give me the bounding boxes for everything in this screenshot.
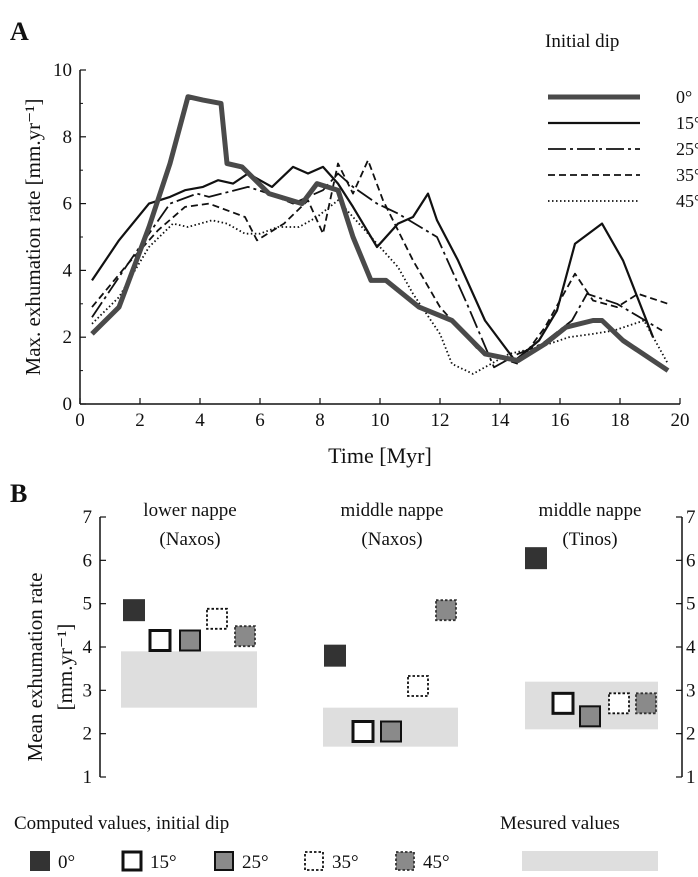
panel-a-series-line (91, 199, 669, 375)
panel-a: A 0 2 4 6 8 10 12 14 16 18 20 0 2 4 6 8 10 Time [Myr] Ma… (10, 17, 698, 468)
panel-a-legend-entry: 15° (676, 113, 698, 133)
panel-a-series-line (91, 172, 663, 369)
panel-b-group: lower nappe (Naxos) (121, 500, 257, 708)
panel-b-legend-items: 0° 15° 25° 35° 45° (30, 850, 658, 873)
panel-b-marker-35 (608, 692, 630, 715)
panel-b-legend: Computed values, initial dip Mesured val… (14, 813, 658, 873)
panel-a-legend-items: 0° 15° 25° 35° 45° (548, 87, 698, 211)
panel-a-y-axis-label: Max. exhumation rate [mm.yr⁻¹] (21, 99, 45, 376)
panel-b-marker-15 (551, 691, 575, 715)
panel-a-x-axis-label: Time [Myr] (328, 443, 432, 468)
panel-b-legend-entry: 35° (332, 852, 359, 873)
panel-b-group-title: middle nappe (341, 500, 444, 521)
panel-b-measured-label: Mesured values (500, 813, 620, 834)
panel-b-right-tick-label: 1 (686, 767, 696, 788)
panel-b-left-tick-label: 3 (83, 680, 93, 701)
panel-b-right-tick-label: 6 (686, 550, 696, 571)
panel-a-y-tick-label: 4 (63, 260, 73, 281)
panel-b-group-subtitle: (Naxos) (361, 529, 422, 550)
panel-b-groups: lower nappe(Naxos)middle nappe(Naxos)mid… (121, 500, 658, 747)
panel-b-group-title: lower nappe (143, 500, 236, 521)
panel-b-left-tick-label: 4 (83, 637, 93, 658)
panel-b: B Mean exhumation rate [mm.yr⁻¹] 1 1 2 2 3 3 4… (10, 479, 696, 873)
panel-b-y-axis-label-line2: [mm.yr⁻¹] (53, 624, 77, 711)
panel-a-x-tick-label: 20 (671, 410, 690, 431)
panel-b-group-subtitle: (Tinos) (562, 529, 617, 550)
panel-a-series-line (91, 165, 655, 362)
panel-a-x-tick-label: 4 (195, 410, 205, 431)
panel-b-left-tick-label: 2 (83, 724, 93, 745)
panel-a-x-tick-label: 16 (551, 410, 570, 431)
panel-b-marker-25 (214, 851, 234, 871)
panel-a-x-tick-label: 8 (315, 410, 325, 431)
panel-a-legend-entry: 25° (676, 139, 698, 159)
panel-b-marker-25 (579, 705, 601, 728)
panel-a-x-tick-label: 14 (491, 410, 511, 431)
panel-b-marker-35 (304, 851, 324, 871)
panel-b-marker-45 (635, 692, 657, 715)
panel-a-legend: Initial dip 0° 15° 25° 35° 45° (545, 31, 698, 211)
panel-b-marker-15 (148, 629, 172, 652)
panel-b-marker-25 (179, 629, 201, 652)
panel-a-x-tick-label: 12 (431, 410, 450, 431)
panel-a-legend-entry: 35° (676, 165, 698, 185)
panel-b-right-tick-label: 2 (686, 724, 696, 745)
panel-b-right-tick-label: 7 (686, 507, 696, 528)
panel-b-axes: 1 1 2 2 3 3 4 4 5 5 6 6 7 7 (83, 507, 697, 788)
panel-a-y-tick-label: 6 (63, 194, 73, 215)
panel-b-legend-entry: 0° (58, 852, 75, 873)
panel-b-legend-entry: 15° (150, 852, 177, 873)
panel-b-marker-0 (525, 547, 547, 570)
panel-a-axes: 0 2 4 6 8 10 12 14 16 18 20 0 2 4 6 8 10 (53, 60, 690, 431)
panel-a-x-tick-label: 0 (75, 410, 85, 431)
panel-b-measured-band (121, 651, 257, 708)
panel-a-x-tick-label: 10 (371, 410, 390, 431)
panel-a-y-tick-label: 2 (63, 327, 73, 348)
panel-a-x-tick-label: 6 (255, 410, 265, 431)
panel-a-legend-title: Initial dip (545, 31, 619, 52)
panel-b-group-title: middle nappe (539, 500, 642, 521)
panel-a-label: A (10, 17, 29, 46)
panel-a-x-tick-label: 18 (611, 410, 630, 431)
panel-b-legend-entry: 45° (423, 852, 450, 873)
panel-a-series-line (90, 94, 670, 373)
panel-b-marker-0 (123, 599, 145, 622)
panel-b-marker-35 (407, 675, 429, 697)
panel-b-left-tick-label: 1 (83, 767, 93, 788)
panel-b-label: B (10, 479, 27, 508)
panel-b-marker-45 (234, 625, 256, 648)
panel-b-right-tick-label: 5 (686, 594, 696, 615)
panel-a-series-lines (90, 94, 670, 375)
panel-b-left-tick-label: 5 (83, 594, 93, 615)
panel-a-y-tick-label: 8 (63, 127, 73, 148)
panel-b-legend-entry: 25° (242, 852, 269, 873)
panel-b-marker-15 (351, 720, 375, 743)
panel-b-marker-0 (324, 644, 346, 667)
panel-b-right-tick-label: 4 (686, 637, 696, 658)
panel-b-group: middle nappe (Naxos) (323, 500, 458, 747)
panel-b-marker-15 (121, 850, 143, 872)
panel-a-y-tick-label: 10 (53, 60, 72, 81)
panel-b-y-axis-label-line1: Mean exhumation rate (23, 573, 47, 762)
panel-a-x-tick-label: 2 (135, 410, 145, 431)
panel-b-marker-25 (380, 720, 402, 743)
panel-b-measured-swatch (522, 851, 658, 871)
panel-b-marker-0 (30, 851, 50, 871)
panel-b-marker-45 (435, 599, 457, 622)
panel-b-legend-title: Computed values, initial dip (14, 813, 229, 834)
panel-a-legend-entry: 0° (676, 87, 692, 107)
panel-b-group-subtitle: (Naxos) (159, 529, 220, 550)
panel-b-left-tick-label: 6 (83, 550, 93, 571)
panel-b-marker-35 (206, 607, 228, 630)
panel-b-group: middle nappe (Tinos) (525, 500, 658, 730)
panel-b-marker-45 (395, 851, 415, 871)
panel-a-legend-entry: 45° (676, 191, 698, 211)
panel-a-y-tick-label: 0 (63, 394, 73, 415)
panel-a-series-line (91, 159, 669, 365)
panel-b-right-tick-label: 3 (686, 680, 696, 701)
panel-b-left-tick-label: 7 (83, 507, 93, 528)
